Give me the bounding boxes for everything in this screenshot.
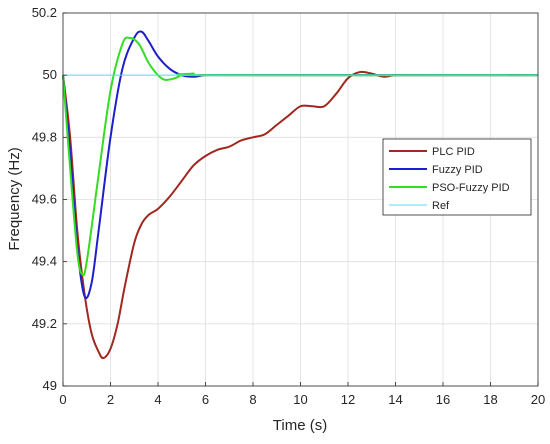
x-tick-label: 16 (436, 392, 450, 407)
y-tick-label: 49.8 (32, 129, 57, 144)
x-tick-label: 20 (531, 392, 545, 407)
legend-label-fuzzy-pid: Fuzzy PID (432, 164, 483, 176)
tick-layer: 0 2 4 6 8 10 12 14 16 18 20 49 49.2 49.4 49.6 49.8 50 50.… (32, 5, 546, 407)
x-tick-label: 8 (249, 392, 256, 407)
series-line-pso-fuzzy-pid (62, 36, 539, 277)
legend: PLC PID Fuzzy PID PSO-Fuzzy PID Ref (382, 138, 532, 216)
x-tick-label: 0 (59, 392, 66, 407)
series-layer (62, 30, 539, 360)
x-tick-label: 2 (107, 392, 114, 407)
x-tick-label: 10 (293, 392, 307, 407)
x-tick-label: 18 (483, 392, 497, 407)
y-tick-label: 49.6 (32, 192, 57, 207)
x-axis-title: Time (s) (273, 417, 327, 434)
y-tick-label: 49.2 (32, 316, 57, 331)
y-axis-title: Frequency (Hz) (6, 147, 23, 250)
legend-label-plc-pid: PLC PID (432, 146, 475, 158)
y-tick-label: 49 (43, 378, 57, 393)
x-tick-label: 6 (202, 392, 209, 407)
x-tick-label: 14 (388, 392, 402, 407)
legend-items: PLC PID Fuzzy PID PSO-Fuzzy PID Ref (389, 146, 510, 212)
y-tick-label: 50.2 (32, 5, 57, 20)
y-tick-label: 49.4 (32, 254, 57, 269)
x-tick-label: 4 (154, 392, 161, 407)
y-tick-label: 50 (43, 67, 57, 82)
x-tick-label: 12 (341, 392, 355, 407)
legend-label-ref: Ref (432, 200, 450, 212)
legend-label-pso-fuzzy-pid: PSO-Fuzzy PID (432, 182, 510, 194)
